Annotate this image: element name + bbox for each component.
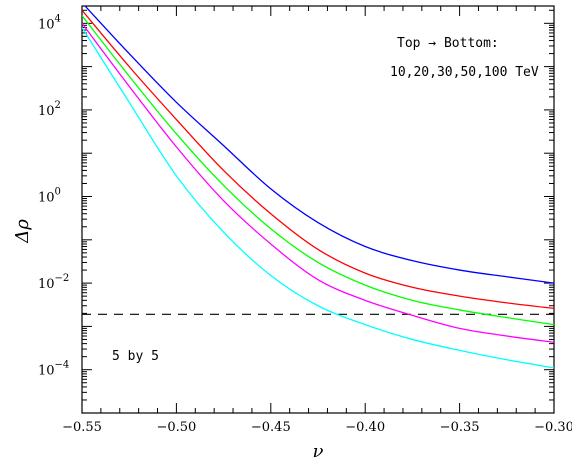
series-line-4 (82, 22, 554, 343)
x-tick-label: −0.55 (62, 420, 102, 435)
x-tick-labels: −0.55 −0.50 −0.45 −0.40 −0.35 −0.30 (62, 420, 572, 435)
y-tick-label: 10−4 (38, 360, 69, 379)
y-tick-label: 102 (38, 100, 61, 119)
y-tick-label: 104 (38, 13, 61, 32)
series-line-2 (82, 9, 554, 310)
x-tick-label: −0.30 (534, 420, 572, 435)
series-group (82, 6, 554, 369)
y-tick-label: 10−2 (38, 273, 69, 292)
series-line-1 (84, 6, 554, 284)
legend-line-2: 10,20,30,50,100 TeV (390, 65, 539, 80)
series-line-3 (82, 15, 554, 326)
y-axis-label: Δρ (12, 219, 33, 244)
corner-label: 5 by 5 (112, 349, 159, 364)
x-axis-label: ν (313, 441, 324, 462)
y-tick-label: 100 (38, 187, 61, 206)
y-tick-labels: 104 102 100 10−2 10−4 (38, 13, 69, 378)
x-tick-label: −0.50 (156, 420, 196, 435)
x-tick-label: −0.45 (251, 420, 291, 435)
axis-ticks (81, 6, 555, 414)
legend-line-1: Top → Bottom: (397, 36, 499, 51)
series-line-5 (82, 27, 554, 369)
x-tick-label: −0.40 (345, 420, 385, 435)
x-tick-label: −0.35 (440, 420, 480, 435)
